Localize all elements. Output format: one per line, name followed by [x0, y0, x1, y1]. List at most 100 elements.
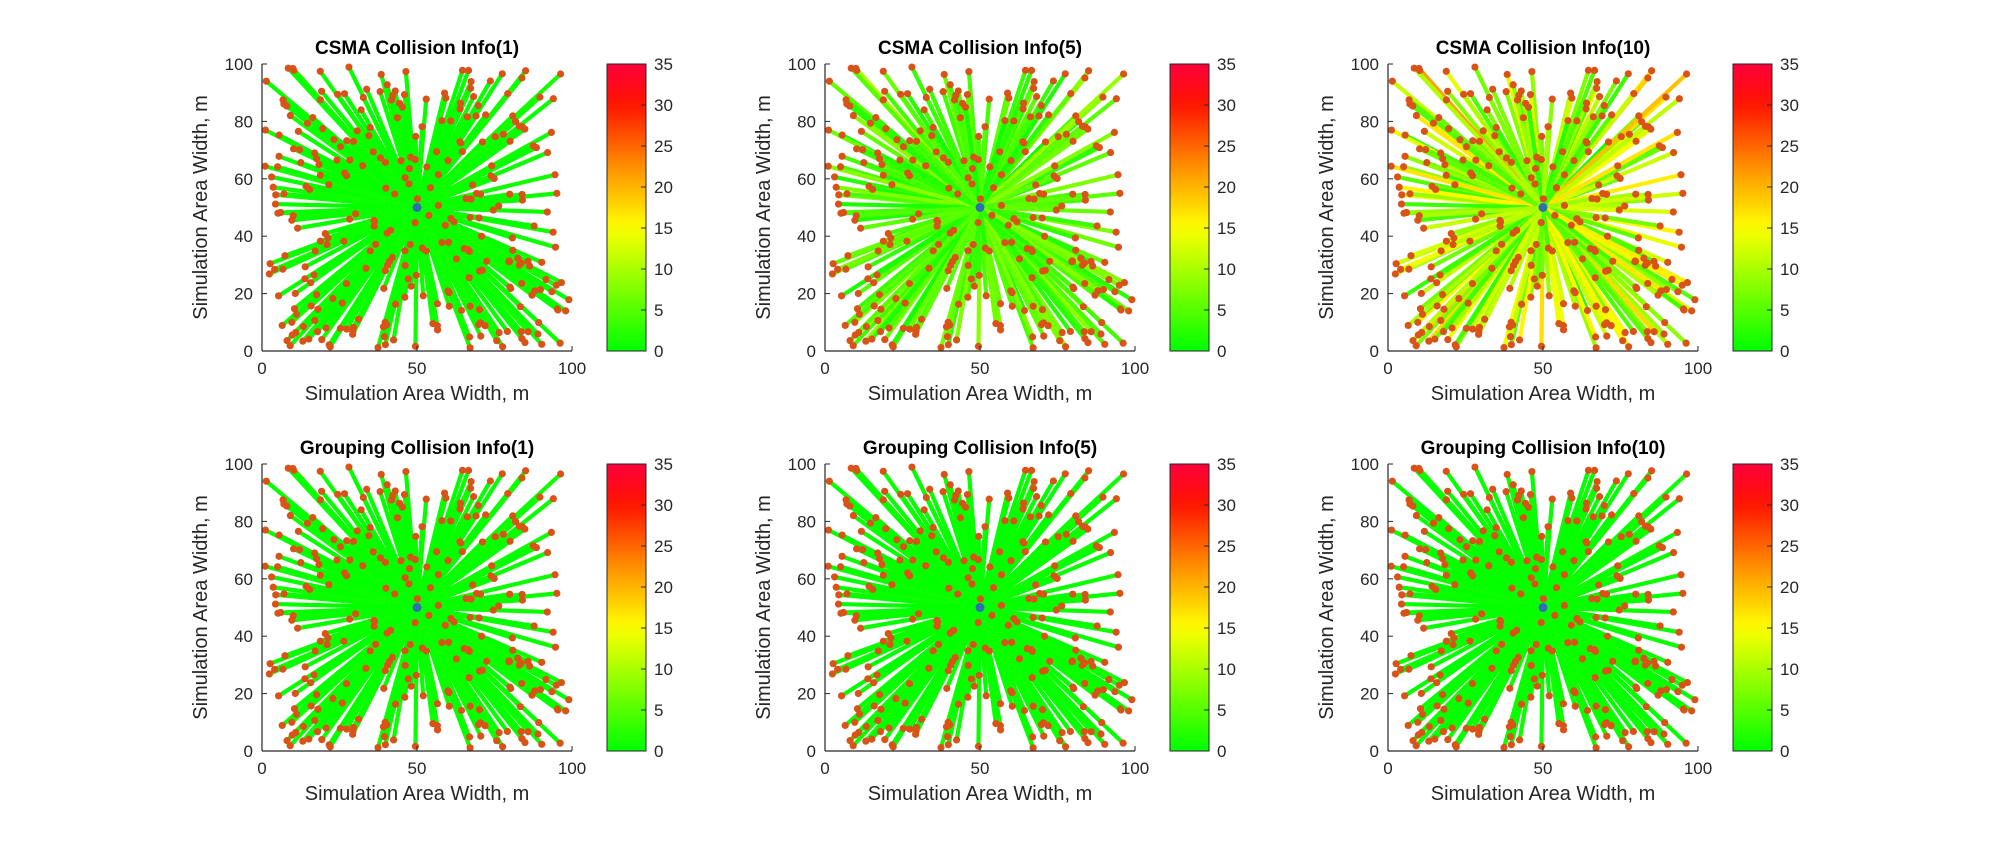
node-point [1657, 687, 1664, 694]
node-point [1601, 321, 1608, 328]
node-point [1121, 279, 1128, 286]
node-point [302, 663, 309, 670]
node-point [1475, 331, 1482, 338]
node-point [880, 96, 887, 103]
node-point [1632, 258, 1639, 265]
node-point [1609, 258, 1616, 265]
node-point [350, 324, 357, 331]
node-point [1647, 739, 1654, 746]
node-point [906, 680, 913, 687]
node-point [1472, 556, 1479, 563]
node-point [1111, 529, 1118, 536]
node-point [504, 728, 511, 735]
node-point [423, 96, 430, 103]
node-point [1632, 283, 1639, 290]
x-tick-label: 100 [1121, 759, 1149, 778]
node-point [1389, 78, 1396, 85]
node-point [1549, 496, 1556, 503]
node-point [423, 163, 430, 170]
node-point [1471, 463, 1478, 470]
node-point [365, 132, 372, 139]
node-point [945, 667, 952, 674]
node-point [1469, 137, 1476, 144]
node-point [909, 156, 916, 163]
node-point [1084, 739, 1091, 746]
node-point [447, 117, 454, 124]
node-point [466, 333, 473, 340]
colorbar-tick-label: 15 [654, 219, 673, 238]
y-tick-label: 0 [244, 742, 253, 761]
node-point [1605, 538, 1612, 545]
node-point [305, 736, 312, 743]
node-point [401, 491, 408, 498]
node-point [1598, 112, 1605, 119]
node-point [1527, 91, 1534, 98]
node-point [1028, 67, 1035, 74]
node-point [1007, 557, 1014, 564]
y-tick-label: 40 [234, 227, 253, 246]
node-point [1111, 288, 1118, 295]
node-point [464, 513, 471, 520]
x-tick-label: 0 [1383, 359, 1392, 378]
node-point [318, 736, 325, 743]
node-point [842, 96, 849, 103]
node-point [279, 322, 286, 329]
node-point [506, 538, 513, 545]
node-point [857, 625, 864, 632]
y-axis-label: Simulation Area Width, m [190, 495, 212, 720]
node-point [525, 328, 532, 335]
y-tick-label: 0 [1370, 342, 1379, 361]
node-point [1573, 517, 1580, 524]
node-point [317, 96, 324, 103]
node-point [1084, 125, 1091, 132]
node-point [317, 172, 324, 179]
node-point [362, 665, 369, 672]
node-point [1485, 162, 1492, 169]
node-point [367, 247, 374, 254]
node-point [880, 238, 887, 245]
node-point [380, 285, 387, 292]
y-tick-label: 60 [234, 570, 253, 589]
node-point [1463, 543, 1470, 550]
node-point [548, 688, 555, 695]
node-point [1540, 195, 1547, 202]
node-point [1609, 658, 1616, 665]
node-point [1632, 538, 1639, 545]
node-point [465, 467, 472, 474]
node-point [1603, 591, 1610, 598]
node-point [405, 275, 412, 282]
node-point [1465, 699, 1472, 706]
node-point [1414, 719, 1421, 726]
node-point [339, 699, 346, 706]
node-point [296, 546, 303, 553]
node-point [1674, 288, 1681, 295]
node-point [926, 86, 933, 93]
node-point [1422, 546, 1429, 553]
node-point [1062, 70, 1069, 77]
node-point [350, 138, 357, 145]
node-point [552, 644, 559, 651]
node-point [317, 468, 324, 475]
node-point [1674, 129, 1681, 136]
node-point [1080, 303, 1087, 310]
node-point [408, 283, 415, 290]
node-point [565, 696, 572, 703]
node-point [506, 258, 513, 265]
node-point [1388, 563, 1395, 570]
y-tick-label: 20 [797, 285, 816, 304]
colorbar-tick-label: 20 [654, 178, 673, 197]
node-point [318, 488, 325, 495]
node-point [521, 125, 528, 132]
node-point [308, 702, 315, 709]
node-point [1469, 680, 1476, 687]
node-point [1428, 663, 1435, 670]
node-point [1644, 728, 1651, 735]
node-point [1496, 217, 1503, 224]
node-point [1593, 78, 1600, 85]
node-point [312, 647, 319, 654]
node-point [531, 687, 538, 694]
node-point [990, 584, 997, 591]
node-point [960, 157, 967, 164]
node-point [955, 87, 962, 94]
